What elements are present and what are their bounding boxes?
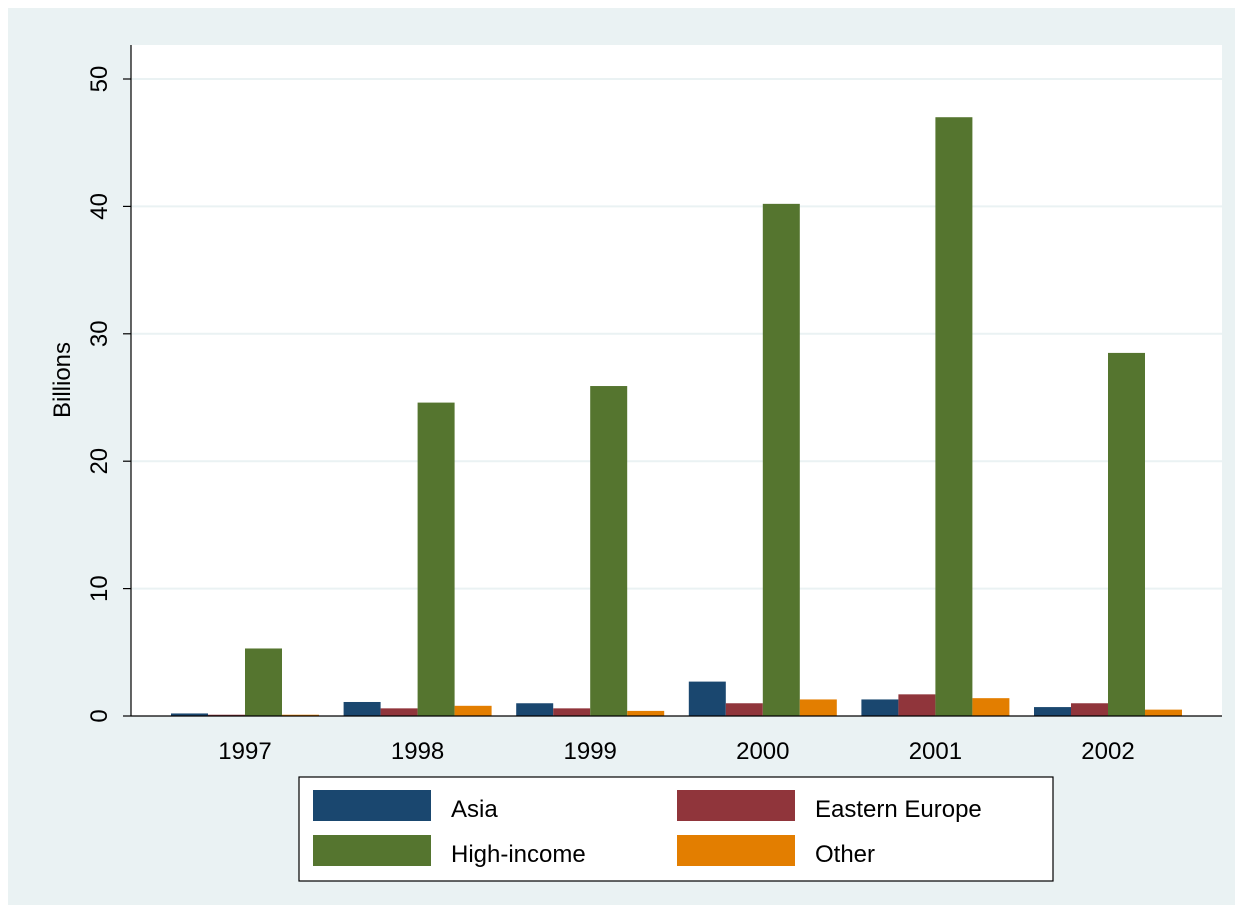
x-tick-label: 2001 (909, 738, 962, 765)
y-tick-label: 30 (86, 320, 113, 347)
bar (725, 703, 763, 716)
legend-swatch (677, 835, 795, 866)
bar (282, 714, 319, 716)
bar (417, 402, 455, 716)
y-tick-label: 10 (86, 575, 113, 602)
bar (1145, 709, 1182, 716)
plot-background (131, 45, 1222, 716)
legend-swatch (313, 790, 431, 821)
x-tick-label: 1999 (564, 738, 617, 765)
legend-label: Other (815, 841, 875, 868)
bar (762, 203, 800, 717)
y-tick-label: 20 (86, 448, 113, 475)
y-tick-label: 50 (86, 66, 113, 93)
legend: Asia Eastern Europe High-income Other (298, 776, 1054, 882)
y-axis-label: Billions (49, 342, 76, 418)
gridlines (131, 78, 1222, 590)
y-tick-label: 40 (86, 193, 113, 220)
bar (1108, 352, 1145, 716)
bar (1071, 703, 1108, 716)
bar (627, 710, 665, 716)
x-tick-label: 1997 (218, 738, 271, 765)
bar (380, 708, 418, 716)
bar (171, 713, 208, 716)
legend-label: High-income (451, 841, 586, 868)
bar (898, 694, 936, 716)
axes: 0 10 20 30 40 50 1997 1998 1999 2000 2001 2002 (86, 45, 1222, 765)
x-tick-label: 2002 (1081, 738, 1134, 765)
bar (208, 714, 245, 716)
y-tick-label: 0 (86, 709, 113, 722)
bar (972, 698, 1010, 716)
x-tick-label: 1998 (391, 738, 444, 765)
bar (688, 681, 726, 716)
bar (245, 648, 282, 716)
bar (343, 701, 381, 716)
bar (1034, 707, 1071, 716)
bar (590, 386, 628, 716)
bar (454, 705, 492, 716)
legend-label: Asia (451, 796, 498, 823)
bar (861, 699, 899, 716)
x-tick-label: 2000 (736, 738, 789, 765)
legend-swatch (313, 835, 431, 866)
legend-swatch (677, 790, 795, 821)
bar (553, 708, 591, 716)
legend-label: Eastern Europe (815, 796, 982, 823)
bars (171, 117, 1182, 717)
bar (935, 117, 973, 717)
bar (516, 703, 554, 716)
bar (799, 699, 837, 716)
